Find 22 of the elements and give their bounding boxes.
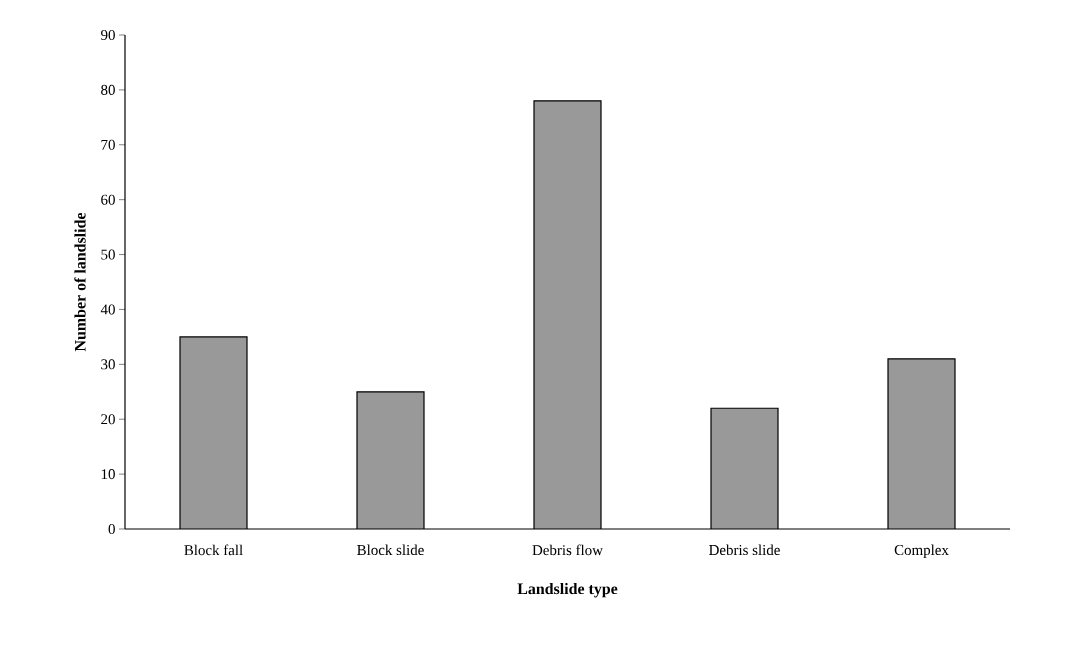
y-tick-label: 40 <box>100 304 115 315</box>
bar <box>887 358 956 529</box>
y-tick-label: 70 <box>101 139 115 150</box>
y-tick-label: 90 <box>101 29 115 41</box>
x-tick-label: Debris flow <box>532 544 603 556</box>
y-axis-title: Number of landslide <box>74 212 86 352</box>
x-tick-label: Complex <box>894 544 949 559</box>
bar <box>711 408 778 529</box>
bar <box>180 336 247 529</box>
x-axis-title: Landslide type <box>517 582 618 598</box>
y-tick-label: 50 <box>101 249 115 260</box>
y-tick-label: 80 <box>101 84 115 95</box>
y-tick-label: 0 <box>108 523 115 535</box>
y-tick-label: 60 <box>101 194 115 205</box>
y-tick-label: 20 <box>101 414 115 425</box>
x-tick-label: Block slide <box>357 544 424 556</box>
bar <box>357 391 424 529</box>
x-tick-label: Block fall <box>184 544 243 556</box>
y-tick-label: 10 <box>101 469 115 480</box>
y-tick-label: 30 <box>101 359 115 370</box>
x-tick-label: Debris slide <box>709 544 780 556</box>
bar <box>534 100 601 529</box>
